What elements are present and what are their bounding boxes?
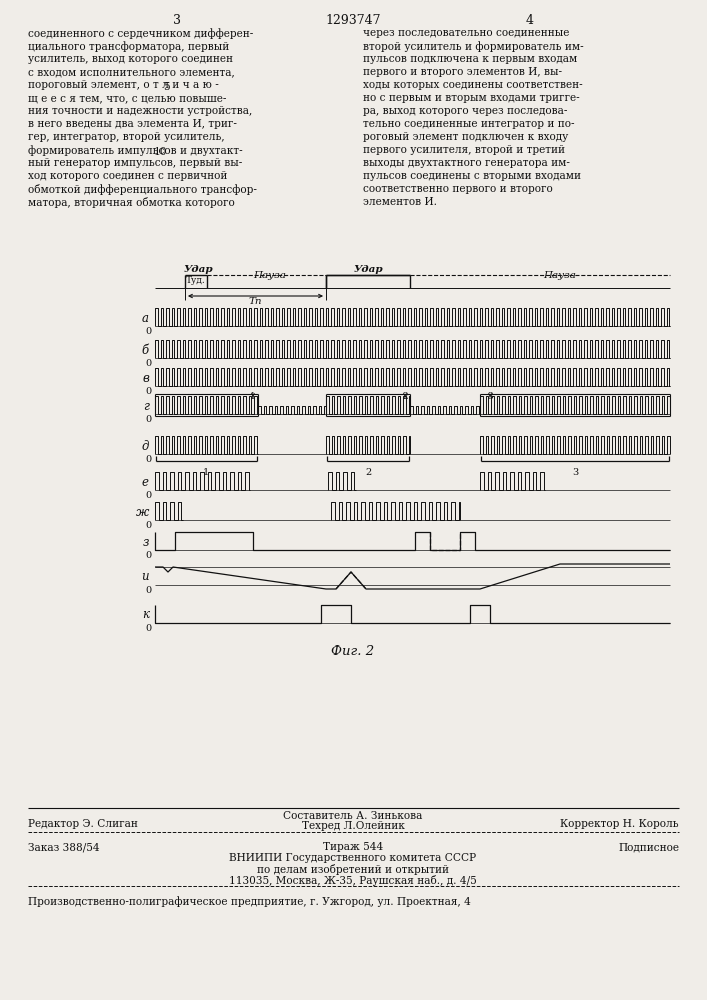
Text: Пауза: Пауза bbox=[254, 271, 286, 280]
Text: Тираж 544: Тираж 544 bbox=[323, 842, 383, 852]
Text: 3: 3 bbox=[572, 468, 578, 477]
Text: щ е е с я тем, что, с целью повыше-: щ е е с я тем, что, с целью повыше- bbox=[28, 93, 226, 103]
Text: циального трансформатора, первый: циального трансформатора, первый bbox=[28, 41, 229, 52]
Text: Фиг. 2: Фиг. 2 bbox=[332, 645, 375, 658]
Text: 113035, Москва, Ж-35, Раушская наб., д. 4/5: 113035, Москва, Ж-35, Раушская наб., д. … bbox=[229, 875, 477, 886]
Text: 1: 1 bbox=[250, 392, 256, 401]
Text: пульсов соединены с вторыми входами: пульсов соединены с вторыми входами bbox=[363, 171, 581, 181]
Text: второй усилитель и формирователь им-: второй усилитель и формирователь им- bbox=[363, 41, 583, 52]
Text: 2: 2 bbox=[365, 468, 371, 477]
Text: пульсов подключена к первым входам: пульсов подключена к первым входам bbox=[363, 54, 577, 64]
Text: в него введены два элемента И, триг-: в него введены два элемента И, триг- bbox=[28, 119, 237, 129]
Text: 5: 5 bbox=[163, 82, 170, 92]
Text: через последовательно соединенные: через последовательно соединенные bbox=[363, 28, 569, 38]
Text: обмоткой дифференциального трансфор-: обмоткой дифференциального трансфор- bbox=[28, 184, 257, 195]
Text: по делам изобретений и открытий: по делам изобретений и открытий bbox=[257, 864, 449, 875]
Text: Производственно-полиграфическое предприятие, г. Ужгород, ул. Проектная, 4: Производственно-полиграфическое предприя… bbox=[28, 896, 471, 907]
Text: 10: 10 bbox=[153, 147, 167, 157]
Text: 2: 2 bbox=[402, 392, 408, 401]
Text: 3: 3 bbox=[173, 14, 181, 27]
Text: и: и bbox=[141, 570, 149, 584]
Text: ния точности и надежности устройства,: ния точности и надежности устройства, bbox=[28, 106, 252, 116]
Text: Заказ 388/54: Заказ 388/54 bbox=[28, 842, 100, 852]
Text: тельно соединенные интегратор и по-: тельно соединенные интегратор и по- bbox=[363, 119, 575, 129]
Text: 0: 0 bbox=[145, 327, 151, 336]
Text: элементов И.: элементов И. bbox=[363, 197, 437, 207]
Text: выходы двухтактного генератора им-: выходы двухтактного генератора им- bbox=[363, 158, 570, 168]
Text: ный генератор импульсов, первый вы-: ный генератор импульсов, первый вы- bbox=[28, 158, 243, 168]
Text: 1: 1 bbox=[203, 468, 209, 477]
Text: усилитель, выход которого соединен: усилитель, выход которого соединен bbox=[28, 54, 233, 64]
Text: соединенного с сердечником дифферен-: соединенного с сердечником дифферен- bbox=[28, 28, 253, 39]
Text: с входом исполнительного элемента,: с входом исполнительного элемента, bbox=[28, 67, 235, 77]
Text: ра, выход которого через последова-: ра, выход которого через последова- bbox=[363, 106, 568, 116]
Text: 4: 4 bbox=[526, 14, 534, 27]
Text: 0: 0 bbox=[145, 455, 151, 464]
Text: в: в bbox=[142, 371, 149, 384]
Text: Пауза: Пауза bbox=[544, 271, 576, 280]
Text: ж: ж bbox=[136, 506, 149, 518]
Text: ВНИИПИ Государственного комитета СССР: ВНИИПИ Государственного комитета СССР bbox=[230, 853, 477, 863]
Text: Удар: Удар bbox=[183, 265, 213, 274]
Text: з: з bbox=[143, 536, 149, 548]
Text: е: е bbox=[142, 476, 149, 488]
Text: формирователь импульсов и двухтакт-: формирователь импульсов и двухтакт- bbox=[28, 145, 243, 156]
Text: ходы которых соединены соответствен-: ходы которых соединены соответствен- bbox=[363, 80, 583, 90]
Text: 0: 0 bbox=[145, 491, 151, 500]
Text: первого усилителя, второй и третий: первого усилителя, второй и третий bbox=[363, 145, 565, 155]
Text: а: а bbox=[142, 312, 149, 324]
Text: 0: 0 bbox=[145, 415, 151, 424]
Text: 3: 3 bbox=[487, 392, 493, 401]
Text: 0: 0 bbox=[145, 586, 151, 595]
Text: гер, интегратор, второй усилитель,: гер, интегратор, второй усилитель, bbox=[28, 132, 225, 142]
Text: Составитель А. Зинькова: Составитель А. Зинькова bbox=[284, 811, 423, 821]
Text: 0: 0 bbox=[145, 551, 151, 560]
Text: но с первым и вторым входами тригге-: но с первым и вторым входами тригге- bbox=[363, 93, 580, 103]
Text: Подписное: Подписное bbox=[618, 842, 679, 852]
Text: Техред Л.Олейник: Техред Л.Олейник bbox=[302, 821, 404, 831]
Text: г: г bbox=[143, 399, 149, 412]
Text: 0: 0 bbox=[145, 359, 151, 368]
Text: 0: 0 bbox=[145, 624, 151, 633]
Text: Туд.: Туд. bbox=[186, 276, 206, 285]
Text: д: д bbox=[141, 440, 149, 452]
Text: пороговый элемент, о т л и ч а ю -: пороговый элемент, о т л и ч а ю - bbox=[28, 80, 218, 90]
Text: Тп: Тп bbox=[248, 297, 262, 306]
Text: матора, вторичная обмотка которого: матора, вторичная обмотка которого bbox=[28, 197, 235, 208]
Text: 1293747: 1293747 bbox=[325, 14, 381, 27]
Text: Корректор Н. Король: Корректор Н. Король bbox=[561, 819, 679, 829]
Text: б: б bbox=[142, 344, 149, 357]
Text: 0: 0 bbox=[145, 387, 151, 396]
Text: 0: 0 bbox=[145, 521, 151, 530]
Text: первого и второго элементов И, вы-: первого и второго элементов И, вы- bbox=[363, 67, 562, 77]
Text: соответственно первого и второго: соответственно первого и второго bbox=[363, 184, 553, 194]
Text: Редактор Э. Слиган: Редактор Э. Слиган bbox=[28, 819, 138, 829]
Text: к: к bbox=[142, 608, 149, 621]
Text: Удар: Удар bbox=[354, 265, 382, 274]
Text: роговый элемент подключен к входу: роговый элемент подключен к входу bbox=[363, 132, 568, 142]
Text: ход которого соединен с первичной: ход которого соединен с первичной bbox=[28, 171, 228, 181]
